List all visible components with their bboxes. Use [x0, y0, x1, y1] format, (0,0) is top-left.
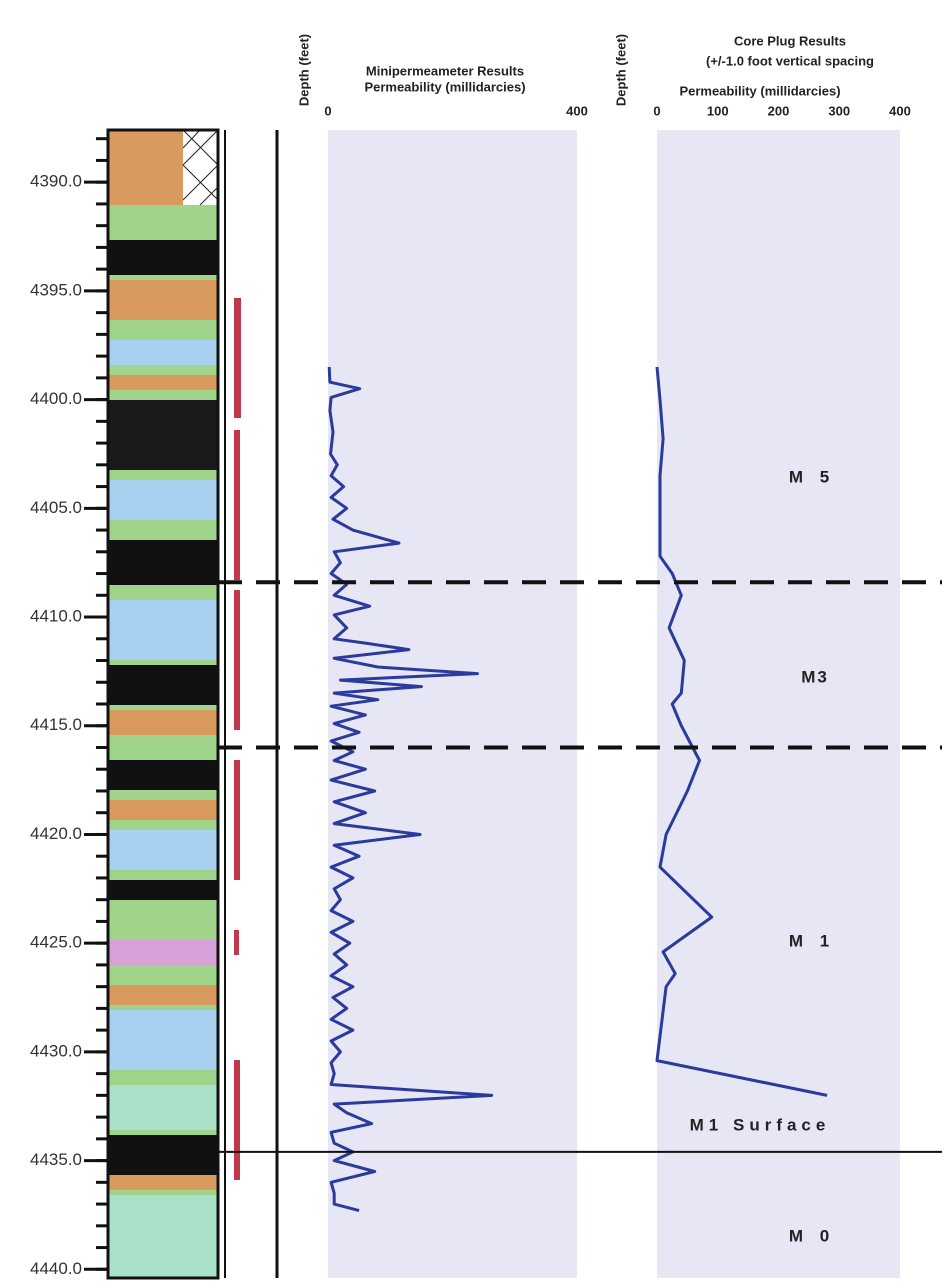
- zone-label: M1 Surface: [690, 1115, 831, 1134]
- y-tick-label: 4420.0: [30, 824, 82, 843]
- x-axis-label: Permeability (millidarcies): [364, 79, 525, 94]
- x-tick-label: 300: [828, 103, 850, 118]
- y-tick-label: 4410.0: [30, 607, 82, 626]
- zone-label: M 5: [789, 467, 835, 486]
- y-tick-label: 4405.0: [30, 498, 82, 517]
- panel-band: [657, 130, 900, 1278]
- x-tick-label: 0: [653, 103, 660, 118]
- panel-title: Minipermeameter Results: [366, 63, 524, 78]
- y-tick-label: 4425.0: [30, 933, 82, 952]
- sample-marks: [234, 298, 241, 1180]
- lithology-column: [108, 130, 218, 1278]
- y-tick-label: 4395.0: [30, 280, 82, 299]
- x-tick-label: 100: [707, 103, 729, 118]
- x-tick-label: 0: [324, 103, 331, 118]
- y-tick-label: 4390.0: [30, 172, 82, 191]
- zone-label: M 1: [789, 931, 835, 950]
- depth-label: Depth (feet): [613, 34, 628, 106]
- panel-band: [328, 130, 577, 1278]
- y-tick-label: 4400.0: [30, 389, 82, 408]
- depth-label: Depth (feet): [296, 34, 311, 106]
- zone-label: M 0: [789, 1226, 835, 1245]
- panel-title: (+/-1.0 foot vertical spacing: [706, 53, 874, 68]
- zone-label: M3: [801, 667, 829, 686]
- well-log-figure: Depth (feet) Depth (feet) Minipermeamete…: [0, 0, 942, 1283]
- x-tick-label: 400: [566, 103, 588, 118]
- panel-title: Core Plug Results: [734, 33, 846, 48]
- y-tick-label: 4435.0: [30, 1150, 82, 1169]
- x-axis-label: Permeability (millidarcies): [679, 83, 840, 98]
- x-tick-label: 400: [889, 103, 911, 118]
- y-tick-label: 4415.0: [30, 715, 82, 734]
- y-tick-label: 4440.0: [30, 1259, 82, 1278]
- y-tick-label: 4430.0: [30, 1041, 82, 1060]
- x-tick-label: 200: [768, 103, 790, 118]
